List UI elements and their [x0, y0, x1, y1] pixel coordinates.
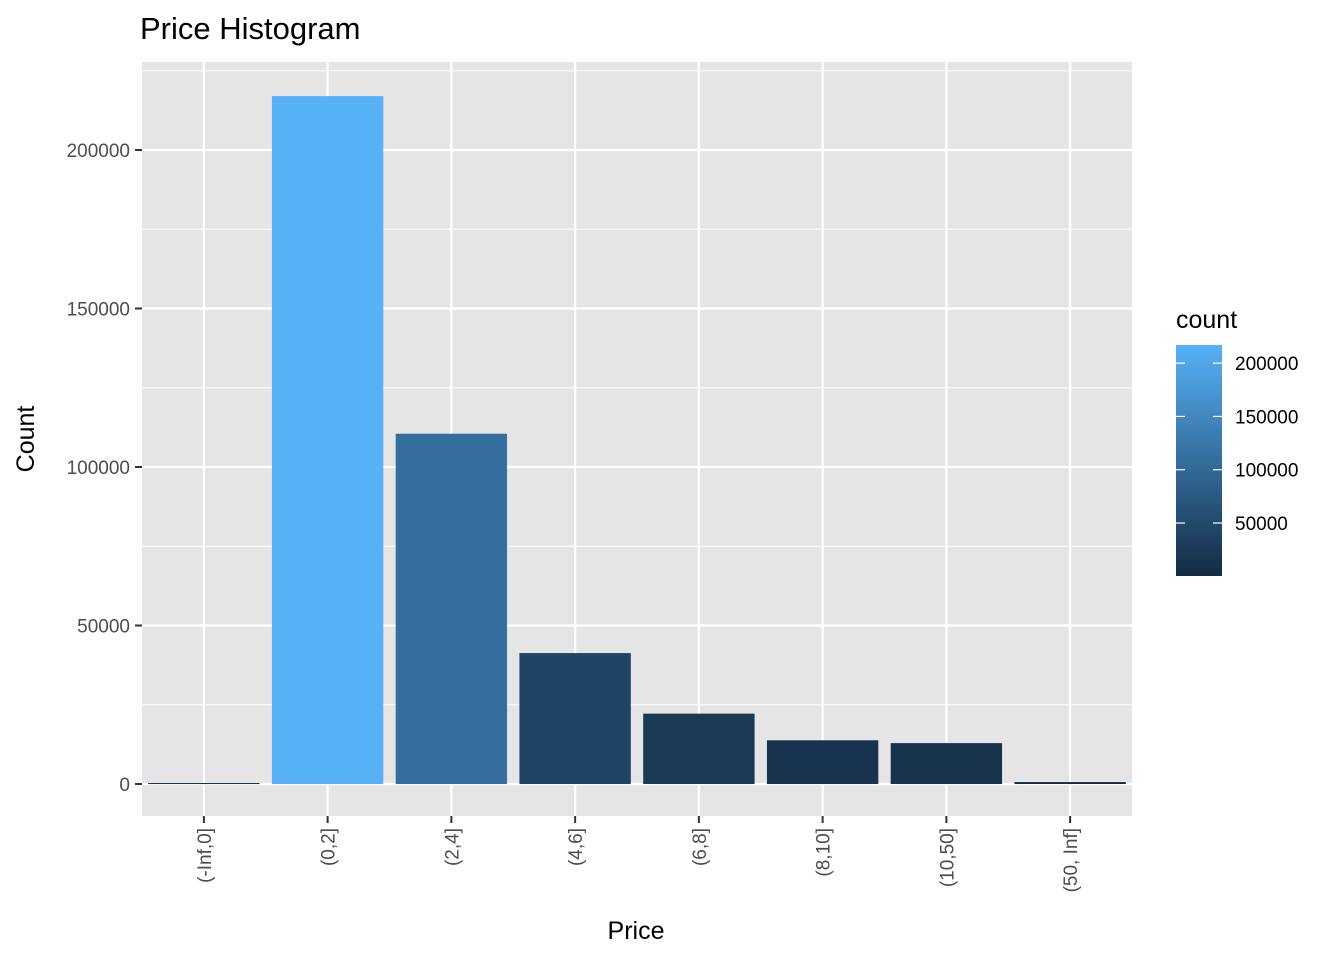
y-tick-label: 200000 [67, 141, 130, 162]
x-axis: (-Inf,0] (0,2] (2,4] (4,6] (6,8] (8,10] (10,50… [195, 816, 1082, 892]
chart-title: Price Histogram [140, 11, 361, 46]
bar [148, 783, 260, 785]
x-tick-label: (50, Inf] [1061, 828, 1082, 892]
legend-tick-label: 50000 [1235, 514, 1288, 535]
bar [766, 740, 879, 784]
y-tick-label: 50000 [77, 617, 130, 638]
bar [395, 433, 508, 784]
legend-tick-label: 100000 [1235, 461, 1298, 482]
y-axis: 0 50000 100000 150000 200000 [67, 141, 142, 796]
x-tick-label: (4,6] [566, 828, 587, 866]
x-axis-title: Price [608, 917, 665, 945]
x-tick-label: (-Inf,0] [195, 828, 216, 883]
legend: count 50000 100000 150000 200000 [1176, 306, 1298, 576]
x-tick-label: (10,50] [937, 828, 958, 887]
bar [1014, 782, 1126, 784]
x-tick-label: (8,10] [814, 828, 835, 877]
bar [271, 96, 384, 785]
y-tick-label: 150000 [67, 300, 130, 321]
legend-tick-label: 150000 [1235, 407, 1298, 428]
legend-colorbar [1176, 345, 1222, 576]
bar [890, 743, 1003, 784]
x-tick-label: (6,8] [690, 828, 711, 866]
legend-ticks: 50000 100000 150000 200000 [1176, 354, 1298, 535]
y-tick-label: 0 [119, 775, 130, 796]
y-axis-title: Count [12, 406, 40, 473]
x-tick-label: (0,2] [319, 828, 340, 866]
x-tick-label: (2,4] [442, 828, 463, 866]
y-tick-label: 100000 [67, 458, 130, 479]
legend-title: count [1176, 306, 1237, 334]
legend-tick-label: 200000 [1235, 354, 1298, 375]
bars [148, 96, 1126, 785]
bar [643, 713, 755, 784]
bar [519, 653, 631, 784]
